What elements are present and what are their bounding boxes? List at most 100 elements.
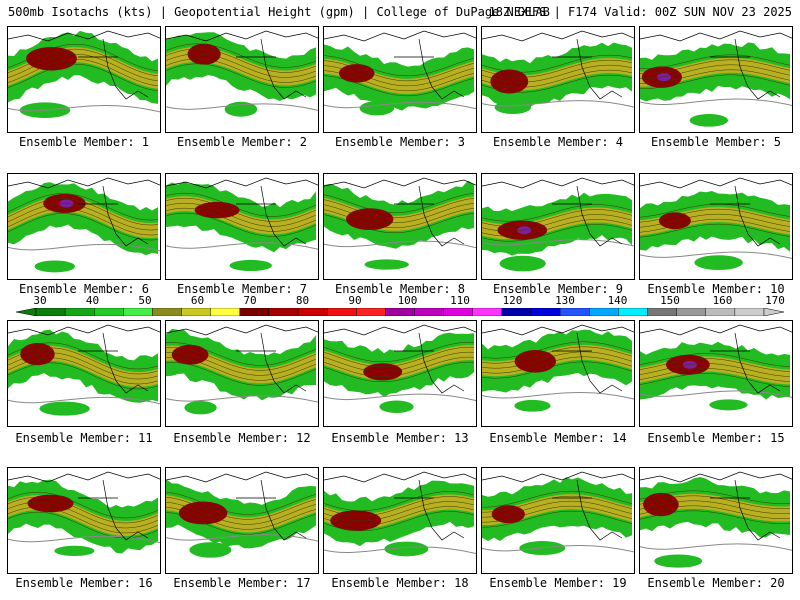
wind-streamline bbox=[166, 192, 317, 217]
wind-streamline bbox=[482, 54, 633, 73]
southern-jet-patch bbox=[654, 554, 703, 568]
colorbar-label: 50 bbox=[138, 294, 152, 307]
ensemble-member-map bbox=[165, 173, 319, 280]
ensemble-member-label: Ensemble Member: 20 bbox=[647, 576, 785, 590]
jet-stream-band bbox=[324, 180, 474, 249]
isotach-map bbox=[8, 177, 160, 273]
wind-streamline bbox=[482, 69, 633, 88]
wind-streamline bbox=[166, 347, 317, 371]
height-contour bbox=[640, 390, 792, 398]
colorbar-swatch bbox=[472, 308, 503, 316]
southern-jet-patch bbox=[694, 255, 743, 271]
wind-streamline bbox=[482, 510, 633, 528]
wind-streamline bbox=[166, 207, 317, 232]
ensemble-member-map bbox=[323, 173, 477, 280]
colorbar-label: 60 bbox=[190, 294, 205, 307]
coastline-borders bbox=[640, 177, 792, 247]
ensemble-member-label: Ensemble Member: 6 bbox=[18, 282, 150, 296]
wind-streamline bbox=[8, 362, 159, 390]
southern-jet-patch bbox=[514, 399, 551, 412]
wind-streamline bbox=[324, 341, 475, 363]
coastline-borders bbox=[640, 324, 792, 394]
wind-streamline bbox=[640, 490, 791, 504]
wind-streamline bbox=[640, 69, 791, 84]
jet-maximum-core bbox=[517, 226, 532, 235]
coastline-borders bbox=[8, 30, 160, 100]
wind-streamline bbox=[8, 496, 159, 524]
isotach-map bbox=[482, 177, 634, 272]
jet-core-band bbox=[324, 58, 474, 94]
ensemble-member-label: Ensemble Member: 4 bbox=[492, 135, 624, 149]
wind-streamline bbox=[8, 43, 159, 72]
isotach-map bbox=[482, 30, 634, 115]
isotach-map bbox=[482, 471, 634, 555]
wind-streamline bbox=[324, 351, 475, 373]
height-contour bbox=[8, 396, 160, 405]
wind-streamline bbox=[482, 361, 633, 379]
southern-jet-patch bbox=[39, 401, 90, 416]
map-header: 500mb Isotachs (kts) | Geopotential Heig… bbox=[0, 0, 800, 24]
wind-streamline bbox=[324, 346, 475, 368]
colorbar-swatch bbox=[35, 308, 66, 316]
colorbar-label: 130 bbox=[555, 294, 575, 307]
wind-streamline bbox=[640, 363, 791, 377]
ensemble-member-label: Ensemble Member: 8 bbox=[334, 282, 466, 296]
wind-streamline bbox=[324, 496, 475, 517]
coastline-borders bbox=[324, 30, 476, 100]
colorbar-swatch bbox=[589, 308, 619, 316]
wind-streamline bbox=[640, 510, 791, 524]
colorbar-label: 140 bbox=[607, 294, 628, 307]
coastline-borders bbox=[8, 324, 160, 394]
height-contour bbox=[640, 98, 792, 107]
wind-streamline bbox=[8, 58, 159, 87]
colorbar-label: 160 bbox=[712, 294, 733, 307]
colorbar-left-arrow bbox=[16, 308, 37, 316]
jet-stream-band bbox=[166, 328, 316, 401]
southern-jet-patch bbox=[34, 260, 76, 273]
colorbar-swatch bbox=[181, 308, 211, 316]
wind-streamline bbox=[166, 511, 317, 535]
isotach-colorbar: 30 40 50 60 70 80 90 100 110 120 130 140 150 160 170 bbox=[0, 294, 800, 324]
wind-streamline bbox=[640, 59, 791, 74]
coastline-borders bbox=[8, 177, 160, 247]
coastline-borders bbox=[482, 30, 634, 100]
coastline-borders bbox=[482, 324, 634, 394]
wind-streamline bbox=[482, 64, 633, 83]
colorbar-label: 30 bbox=[33, 294, 47, 307]
height-contour bbox=[8, 104, 160, 113]
wind-streamline bbox=[166, 197, 317, 222]
ensemble-member-map bbox=[323, 320, 477, 427]
ensemble-member-label: Ensemble Member: 5 bbox=[650, 135, 782, 149]
colorbar-swatch bbox=[268, 308, 299, 316]
wind-streamline bbox=[166, 491, 317, 515]
product-title: 500mb Isotachs (kts) | Geopotential Heig… bbox=[8, 5, 550, 19]
wind-streamline bbox=[8, 193, 159, 221]
colorbar-swatch bbox=[647, 308, 677, 316]
wind-streamline bbox=[324, 203, 475, 224]
wind-streamline bbox=[640, 218, 791, 233]
wind-streamline bbox=[482, 495, 633, 513]
colorbar-swatch bbox=[530, 308, 561, 316]
height-contour bbox=[166, 242, 318, 250]
wind-streamline bbox=[166, 53, 317, 78]
isotach-map bbox=[640, 177, 792, 271]
colorbar-swatch bbox=[734, 308, 765, 316]
wind-streamline bbox=[8, 63, 159, 92]
ensemble-member-map bbox=[481, 26, 635, 133]
ensemble-member-map bbox=[481, 467, 635, 574]
wind-streamline bbox=[324, 60, 475, 82]
southern-jet-patch bbox=[494, 100, 532, 115]
colorbar-label: 120 bbox=[502, 294, 523, 307]
wind-streamline bbox=[8, 208, 159, 236]
wind-streamline bbox=[640, 208, 791, 223]
wind-streamline bbox=[482, 346, 633, 364]
southern-jet-patch bbox=[499, 255, 546, 272]
wind-streamline bbox=[482, 490, 633, 508]
jet-maximum-core bbox=[656, 73, 671, 82]
wind-streamline bbox=[166, 496, 317, 520]
colorbar-swatch bbox=[559, 308, 590, 316]
colorbar-swatch bbox=[94, 308, 124, 316]
wind-streamline bbox=[482, 505, 633, 523]
wind-streamline bbox=[324, 65, 475, 87]
wind-streamline bbox=[324, 501, 475, 522]
